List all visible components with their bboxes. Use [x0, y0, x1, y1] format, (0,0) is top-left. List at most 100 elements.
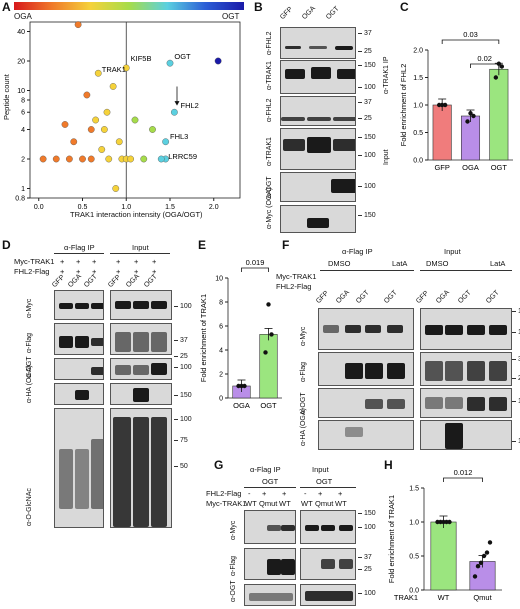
- panel-label-c: C: [400, 0, 409, 14]
- blot-row: [280, 205, 356, 233]
- band: [387, 399, 405, 409]
- row-label-myc-trak1: Myc-TRAK1: [14, 257, 55, 266]
- mw-label: 37: [518, 356, 520, 363]
- blot-row: [54, 408, 104, 528]
- mw-label: 25: [364, 48, 372, 55]
- band: [425, 397, 443, 409]
- scatter-ylabel: Peptide count: [2, 74, 11, 120]
- bar: [489, 68, 509, 161]
- mw-tick: [358, 569, 362, 570]
- data-point: [442, 102, 448, 108]
- band: [151, 417, 167, 527]
- band: [75, 390, 89, 400]
- colorbar-left-label: OGA: [14, 12, 32, 21]
- y-tick-label: 10: [215, 276, 223, 283]
- scatter-point-label: KIF5B: [131, 54, 152, 63]
- mw-tick: [358, 102, 362, 103]
- panel-a-colorbar: [14, 2, 244, 10]
- mw-tick: [174, 419, 178, 420]
- band: [133, 365, 149, 375]
- scatter-plot: 0.0 0.5 1.0 1.5 2.0 0.8 1 2 4 6 8 10 20 40 KIF5B OGT TRA…: [15, 21, 241, 211]
- mw-label: 75: [180, 437, 188, 444]
- scatter-point: [52, 155, 60, 163]
- scatter-point: [61, 121, 69, 128]
- row-label: α-Myc: [26, 298, 33, 318]
- data-point: [266, 302, 271, 307]
- y-tick-label: 40: [17, 29, 25, 36]
- mw-label: 37: [364, 99, 372, 106]
- data-point: [493, 75, 499, 80]
- y-tick-label: 6: [219, 324, 223, 331]
- y-tick-label: 0.8: [15, 196, 25, 203]
- band: [331, 179, 355, 193]
- panel-label-g: G: [214, 458, 224, 472]
- plus-mark: +: [152, 257, 157, 266]
- lane-label: GFP: [51, 273, 67, 289]
- blot-row: [110, 383, 172, 405]
- band: [91, 338, 103, 346]
- category-label: OGA: [233, 401, 250, 410]
- band: [333, 117, 355, 121]
- band: [365, 399, 383, 409]
- band: [305, 525, 319, 531]
- x-tick-label: 0.0: [34, 204, 44, 211]
- x-tick-label: 2.0: [209, 204, 219, 211]
- band: [425, 325, 443, 335]
- band: [115, 365, 131, 375]
- y-tick-label: 1.5: [409, 486, 419, 493]
- band: [75, 303, 89, 309]
- mw-label: 25: [518, 375, 520, 382]
- band: [365, 363, 383, 379]
- row-label-fhl2-flag: FHL2-Flag: [14, 267, 50, 276]
- band: [113, 417, 131, 527]
- lane-label: GFP: [107, 273, 123, 289]
- scatter-point: [115, 138, 123, 146]
- p-value: 0.03: [463, 30, 478, 39]
- data-point: [447, 519, 452, 525]
- mw-tick: [512, 332, 516, 333]
- mw-tick: [358, 137, 362, 138]
- blot-row: [54, 290, 104, 320]
- flag-mark: +: [282, 489, 287, 498]
- lane-label: OGT: [83, 273, 99, 289]
- band: [321, 525, 335, 531]
- band: [445, 325, 463, 335]
- mw-label: 100: [518, 329, 520, 336]
- band: [345, 363, 363, 379]
- scatter-point: [105, 155, 113, 163]
- band: [283, 139, 305, 151]
- mw-label: 150: [364, 212, 376, 219]
- mw-label: 150: [180, 392, 192, 399]
- row-label: α-O-GlcNAc: [26, 488, 33, 526]
- panel-label-b: B: [254, 0, 263, 14]
- scatter-point: [166, 59, 174, 67]
- lane-label: OGA: [125, 273, 142, 289]
- scatter-point: [87, 126, 95, 133]
- treatment-label: DMSO: [328, 259, 351, 268]
- myc-mark: WT: [301, 499, 313, 508]
- scatter-point-label: FHL3: [170, 132, 188, 141]
- band: [59, 336, 73, 348]
- colorbar-right-label: OGT: [222, 12, 240, 21]
- blot-row: [244, 510, 296, 544]
- blot-row: [280, 27, 356, 59]
- scatter-point: [39, 155, 47, 163]
- y-tick-label: 1.5: [413, 75, 423, 82]
- row-label: α-OGT: [230, 580, 237, 602]
- scatter-frame: [29, 21, 241, 199]
- blot-row: [280, 128, 356, 170]
- myc-mark: WT: [335, 499, 347, 508]
- group-label-ip: α-Flag IP: [250, 465, 281, 474]
- blot-row: [244, 584, 296, 606]
- y-tick-label: 0.5: [409, 554, 419, 561]
- plus-mark: +: [60, 267, 65, 276]
- treatment-label: DMSO: [426, 259, 449, 268]
- band: [445, 361, 463, 381]
- scatter-point: [98, 146, 106, 153]
- lane-label: GFP: [279, 5, 295, 21]
- band: [75, 449, 89, 509]
- scatter-point: [157, 155, 165, 163]
- blot-row: [300, 548, 356, 580]
- lane-label: OGA: [435, 289, 452, 305]
- row-label: α-HA (OGA): [300, 408, 307, 446]
